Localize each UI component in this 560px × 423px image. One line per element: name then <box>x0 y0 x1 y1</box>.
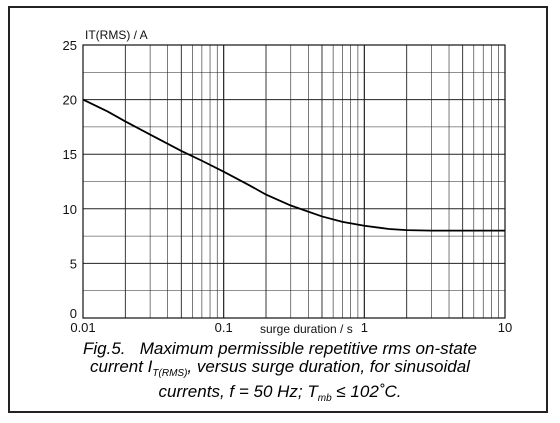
series-line <box>82 98 505 232</box>
plot-area-border <box>82 44 506 319</box>
caption-line-1: Fig.5. Maximum permissible repetitive rm… <box>8 340 552 358</box>
figure-caption: Fig.5. Maximum permissible repetitive rm… <box>8 340 552 408</box>
grid <box>83 45 505 318</box>
caption-subscript-2: mb <box>317 393 332 404</box>
x-tick-label: 1 <box>361 320 368 335</box>
caption-line-2: current IT(RMS), versus surge duration, … <box>8 358 552 383</box>
x-tick-label: 10 <box>498 320 512 335</box>
caption-subscript-1: T(RMS) <box>152 368 188 379</box>
caption-text-3b: ≤ 102˚C. <box>331 382 402 401</box>
x-tick-label: 0.1 <box>215 320 233 335</box>
x-axis-label: surge duration / s <box>260 322 353 336</box>
caption-text-1: Maximum permissible repetitive rms on-st… <box>139 339 477 358</box>
figure-frame <box>8 6 548 413</box>
caption-label: Fig.5. <box>83 339 126 358</box>
caption-text-2a: current I <box>90 357 153 376</box>
caption-line-3: currents, f = 50 Hz; Tmb ≤ 102˚C. <box>8 383 552 408</box>
y-tick-label: 25 <box>63 38 77 53</box>
y-tick-label: 10 <box>63 202 77 217</box>
y-tick-label: 20 <box>63 93 77 108</box>
y-axis-label: IT(RMS) / A <box>85 28 148 42</box>
x-tick-label: 0.01 <box>70 320 95 335</box>
y-tick-label: 0 <box>70 306 77 321</box>
y-tick-label: 15 <box>63 147 77 162</box>
y-tick-label: 5 <box>70 256 77 271</box>
tick-labels: 0 5 10 15 20 25 0.01 0.1 1 10 <box>63 38 513 335</box>
caption-text-2b: , versus surge duration, for sinusoidal <box>187 357 470 376</box>
caption-text-3a: currents, f = 50 Hz; T <box>158 382 318 401</box>
